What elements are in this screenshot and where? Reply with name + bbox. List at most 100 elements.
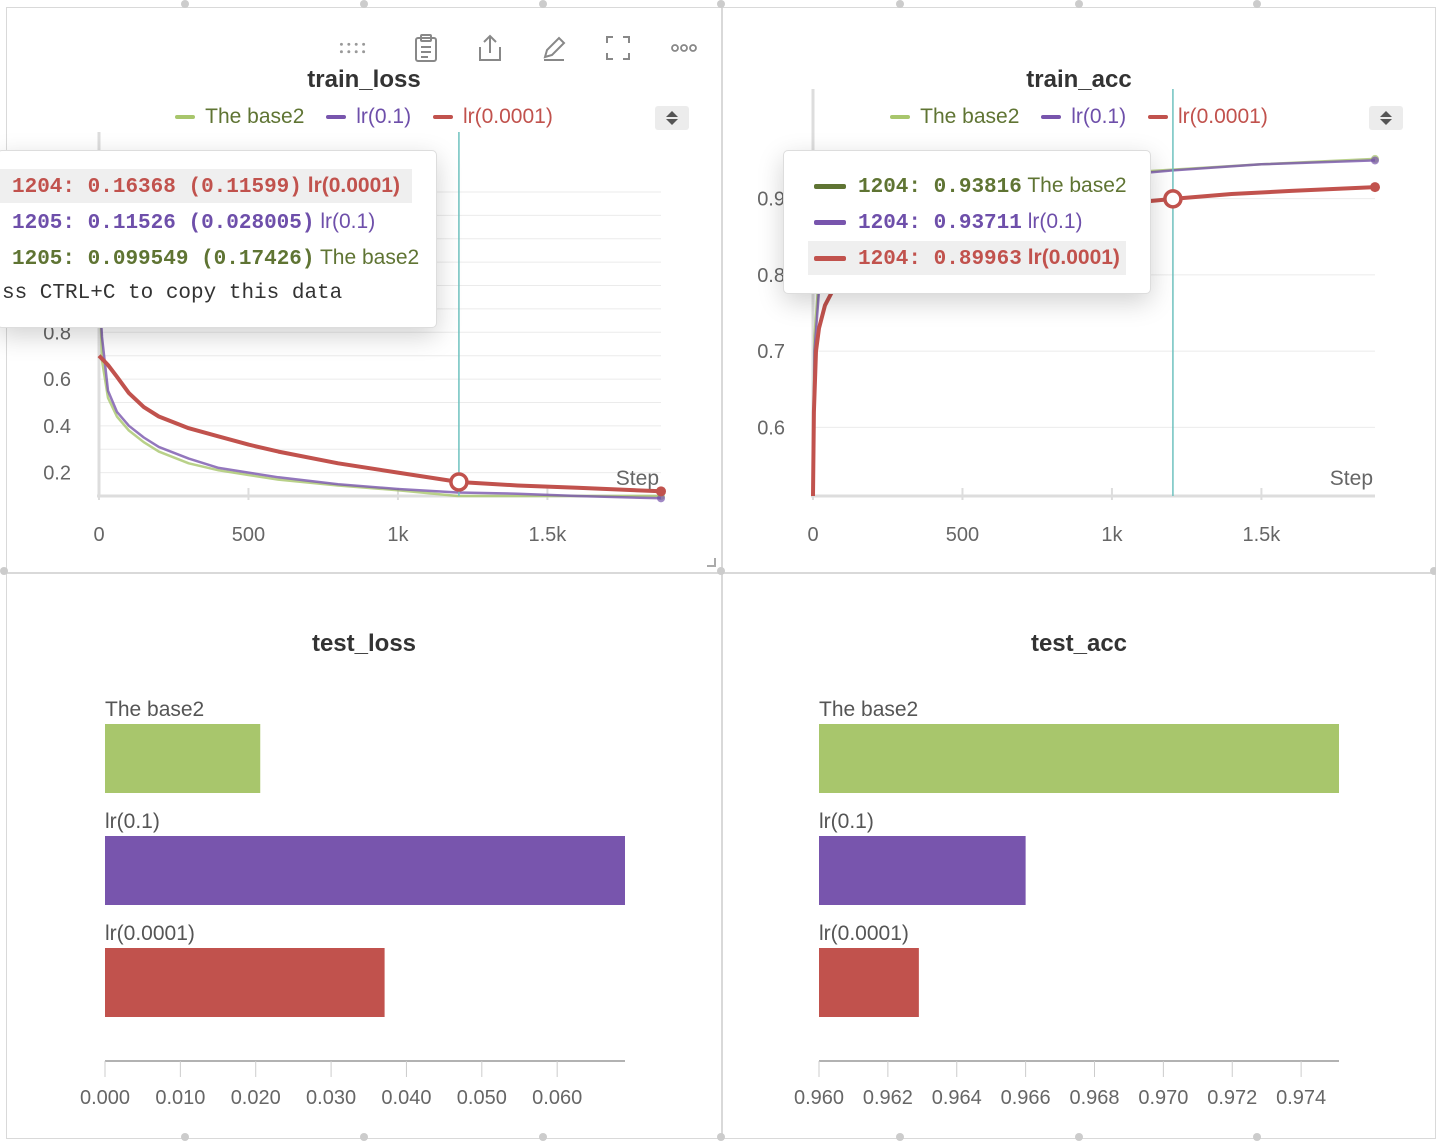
legend-sort-button[interactable] (1369, 106, 1403, 130)
test-acc-chart[interactable]: The base2 lr(0.1) lr(0.0001) 0.960 0.962 0.96… (723, 574, 1435, 1138)
x-tick-label: 0.964 (932, 1087, 982, 1109)
share-icon[interactable] (473, 30, 507, 66)
y-tick-label: 0.7 (757, 341, 785, 363)
chart-legend: The base2 lr(0.1) lr(0.0001) (723, 105, 1435, 129)
tooltip-step: 1204 (12, 176, 63, 199)
x-axis-label: Step (616, 467, 659, 490)
bar-label: The base2 (819, 698, 918, 721)
grid-handle (539, 0, 547, 8)
legend-label: The base2 (205, 105, 305, 128)
grid-handle (717, 0, 725, 8)
grid-handle (1430, 567, 1436, 575)
tooltip-smoothed: (0.17426) (201, 248, 315, 271)
legend-swatch (890, 115, 911, 120)
grid-handle (1253, 1133, 1261, 1141)
legend-sort-button[interactable] (655, 106, 689, 130)
y-tick-label: 0.4 (43, 416, 71, 438)
x-tick-label: 0.060 (532, 1087, 582, 1109)
tooltip-value: 0.93711 (933, 212, 1022, 235)
grid-handle (717, 1133, 725, 1141)
tooltip-run-name: The base2 (319, 246, 420, 269)
tooltip-smoothed: (0.11599) (188, 176, 302, 199)
tooltip-run-name: lr(0.1) (1027, 210, 1083, 233)
more-icon[interactable] (667, 30, 701, 66)
legend-item-lr01[interactable]: lr(0.1) (1041, 105, 1126, 129)
chart-title: test_acc (1030, 630, 1128, 657)
legend-item-lr00001[interactable]: lr(0.0001) (432, 105, 553, 129)
grid-handle (360, 0, 368, 8)
tooltip-value: 0.89963 (933, 248, 1022, 271)
tooltip-smoothed: (0.028005) (188, 212, 315, 235)
legend-swatch (175, 115, 196, 120)
grid-handle (896, 1133, 904, 1141)
tooltip-run-name: lr(0.1) (320, 210, 376, 233)
train-acc-panel: train_acc The base2 lr(0.1) lr(0.0001) 0… (722, 7, 1436, 573)
x-tick-label: 0.020 (231, 1087, 281, 1109)
x-tick-label: 500 (946, 524, 979, 546)
x-tick-label: 0.974 (1276, 1087, 1326, 1109)
bar-label: lr(0.0001) (105, 922, 195, 945)
grid-handle (896, 0, 904, 8)
tooltip-value: 0.93816 (933, 176, 1022, 199)
legend-item-base2[interactable]: The base2 (175, 105, 304, 129)
drag-handle-icon[interactable] (337, 30, 371, 66)
x-tick-label: 0.050 (457, 1087, 507, 1109)
y-tick-label: 0.9 (757, 189, 785, 211)
bar (819, 948, 919, 1017)
series-line-lr(0.0001) (97, 354, 662, 494)
x-tick-label: 0.010 (155, 1087, 205, 1109)
x-tick-label: 0.962 (863, 1087, 913, 1109)
series-line-lr(0.1) (97, 285, 662, 500)
grid-handle (360, 1133, 368, 1141)
tooltip-step: 1204 (858, 212, 909, 235)
sort-up-icon (1380, 111, 1392, 117)
x-tick-label: 0.970 (1138, 1087, 1188, 1109)
fullscreen-icon[interactable] (601, 30, 635, 66)
x-tick-label: 1.5k (1242, 524, 1281, 546)
tooltip-swatch (814, 255, 846, 261)
bar (105, 836, 625, 905)
bar (819, 724, 1339, 793)
hover-point-marker (1163, 189, 1183, 209)
legend-item-base2[interactable]: The base2 (890, 105, 1019, 129)
legend-swatch (1147, 115, 1168, 120)
y-tick-label: 0.6 (757, 417, 785, 439)
edit-icon[interactable] (537, 30, 571, 66)
tooltip-run-name: lr(0.0001) (307, 174, 400, 197)
tooltip-step: 1204 (858, 248, 909, 271)
train-loss-panel: train_loss The base2 lr(0.1) lr(0.0001) … (0, 7, 722, 573)
y-tick-label: 0.6 (43, 369, 71, 391)
x-tick-label: 0 (93, 524, 104, 546)
series-end-point (1371, 156, 1379, 165)
resize-handle-icon[interactable] (705, 556, 717, 568)
x-tick-label: 0 (807, 524, 818, 546)
tooltip-run-name: The base2 (1027, 174, 1127, 197)
tooltip-run-name: lr(0.0001) (1027, 246, 1120, 269)
legend-item-lr00001[interactable]: lr(0.0001) (1147, 105, 1268, 129)
tooltip-row: 1204: 0.16368 (0.11599) lr(0.0001) (0, 169, 412, 203)
legend-swatch (432, 115, 453, 120)
x-tick-label: 0.968 (1069, 1087, 1119, 1109)
bar (105, 724, 261, 793)
x-axis-label: Step (1330, 467, 1373, 490)
chart-title: train_acc (1026, 66, 1132, 93)
series-line-The base2 (97, 262, 661, 498)
hover-point-marker (449, 472, 469, 492)
x-tick-label: 0.966 (1001, 1087, 1051, 1109)
clipboard-icon[interactable] (409, 30, 443, 66)
grid-handle (1075, 0, 1083, 8)
legend-item-lr01[interactable]: lr(0.1) (326, 105, 411, 129)
hover-tooltip: 1204: 0.16368 (0.11599) lr(0.0001) 1205:… (0, 150, 437, 328)
x-tick-label: 0.030 (306, 1087, 356, 1109)
test-loss-chart[interactable]: The base2 lr(0.1) lr(0.0001) 0.000 0.010 0.02… (7, 574, 721, 1138)
grid-handle (181, 1133, 189, 1141)
y-tick-label: 0.2 (43, 463, 71, 485)
tooltip-row: 1204: 0.93711 lr(0.1) (784, 205, 1148, 239)
hover-tooltip: 1204: 0.93816 The base2 1204: 0.93711 lr… (783, 150, 1151, 294)
bar-label: lr(0.1) (819, 810, 874, 833)
x-tick-label: 0.000 (80, 1087, 130, 1109)
grid-handle (181, 0, 189, 8)
bar-label: lr(0.1) (105, 810, 160, 833)
legend-swatch (326, 115, 347, 120)
